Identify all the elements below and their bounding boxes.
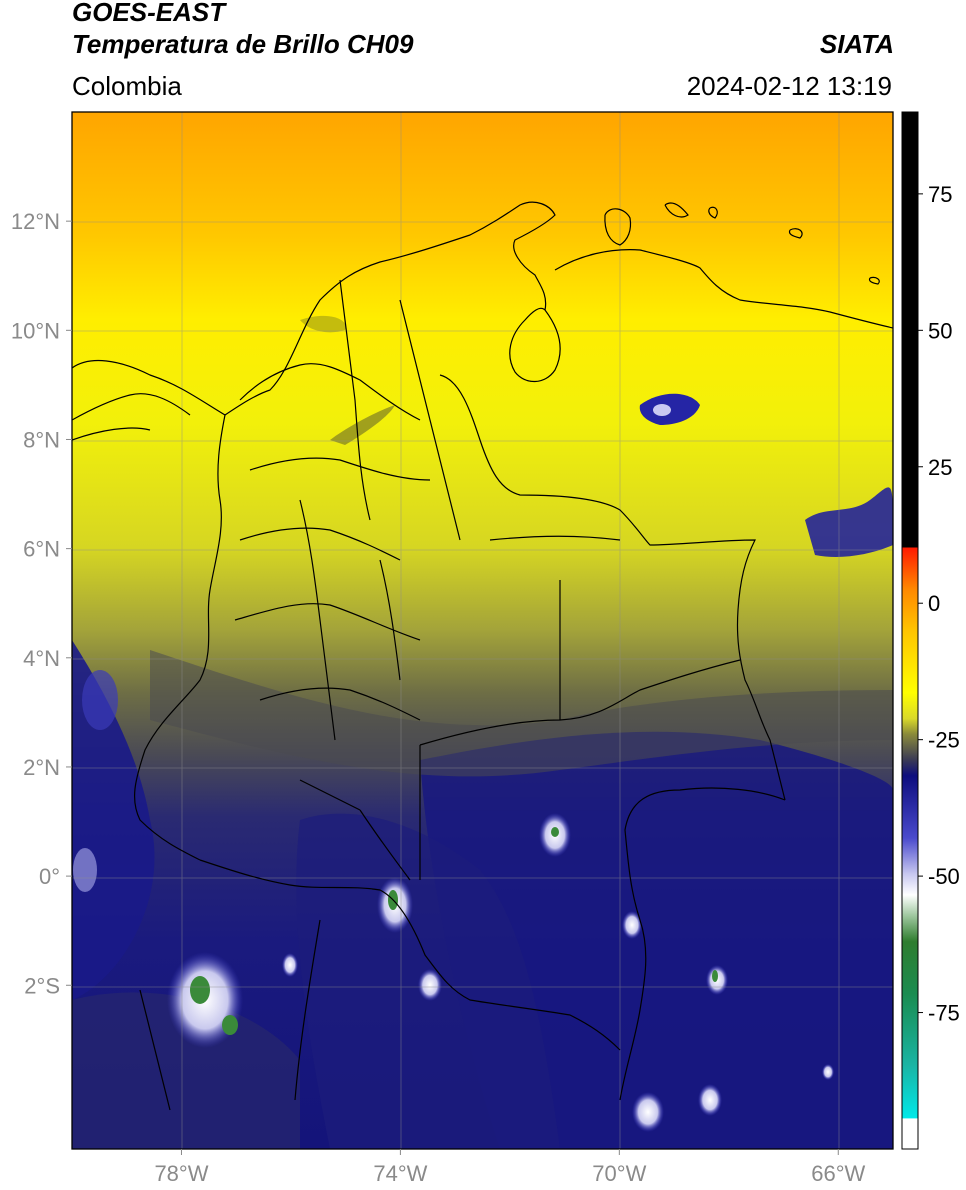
colorbar-tick-label: 75 bbox=[928, 182, 952, 207]
lat-tick-label: 10°N bbox=[11, 318, 60, 343]
lat-tick-label: 0° bbox=[39, 864, 60, 889]
colorbar-tick-label: -50 bbox=[928, 864, 960, 889]
lat-tick-label: 2°N bbox=[23, 755, 60, 780]
lon-tick-label: 74°W bbox=[373, 1161, 427, 1186]
colorbar-tick-label: 0 bbox=[928, 591, 940, 616]
brightness-temperature-field bbox=[72, 112, 893, 1149]
map-gridlines bbox=[72, 112, 893, 1149]
lon-tick-label: 70°W bbox=[592, 1161, 646, 1186]
region-label: Colombia bbox=[72, 71, 182, 101]
map-frame bbox=[71, 111, 894, 1150]
satellite-title: GOES-EAST bbox=[72, 0, 226, 27]
lat-tick-label: 12°N bbox=[11, 209, 60, 234]
lat-tick-label: 2°S bbox=[24, 973, 60, 998]
borders-and-coastlines bbox=[72, 201, 893, 1111]
colorbar-tick-label: 25 bbox=[928, 455, 952, 480]
lat-tick-label: 4°N bbox=[23, 646, 60, 671]
latitude-tick-labels: 12°N 10°N 8°N 6°N 4°N 2°N 0° 2°S bbox=[11, 209, 72, 998]
lon-tick-label: 78°W bbox=[154, 1161, 208, 1186]
lat-tick-label: 6°N bbox=[23, 537, 60, 562]
colorbar bbox=[901, 111, 919, 1150]
colorbar-tick-label: -75 bbox=[928, 1001, 960, 1026]
longitude-tick-labels: 78°W 74°W 70°W 66°W bbox=[154, 1149, 866, 1186]
colorbar-tick-labels: 75 50 25 0 -25 -50 -75 bbox=[918, 182, 960, 1026]
product-title: Temperatura de Brillo CH09 bbox=[72, 29, 414, 59]
timestamp-label: 2024-02-12 13:19 bbox=[686, 71, 892, 101]
colorbar-tick-label: 50 bbox=[928, 318, 952, 343]
brand-label: SIATA bbox=[819, 29, 894, 59]
lon-tick-label: 66°W bbox=[811, 1161, 865, 1186]
lat-tick-label: 8°N bbox=[23, 427, 60, 452]
colorbar-tick-label: -25 bbox=[928, 728, 960, 753]
